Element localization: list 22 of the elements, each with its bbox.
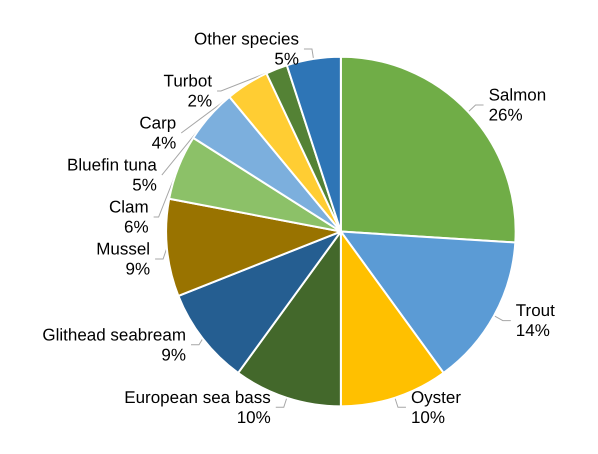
data-label: 4% (152, 134, 176, 153)
slice-label: European sea bass (124, 388, 271, 407)
slice-label: Mussel (96, 240, 150, 259)
data-label: 6% (124, 218, 149, 237)
data-label: 26% (488, 106, 523, 125)
slice-label: Carp (139, 114, 176, 133)
data-label: 14% (516, 321, 550, 340)
data-label: 9% (161, 345, 186, 364)
slice-label: Glithead seabream (42, 325, 186, 344)
data-label: 5% (274, 50, 299, 69)
slice-label: Turbot (164, 72, 212, 91)
data-label: 5% (132, 176, 157, 195)
slice-label: Other species (194, 30, 299, 49)
slice-label: Clam (108, 198, 149, 217)
slice-label: Trout (516, 301, 556, 320)
slice-label: Oyster (410, 388, 462, 407)
data-label: 2% (187, 92, 212, 111)
slice-label: Salmon (488, 86, 546, 105)
data-label: 10% (410, 408, 445, 427)
data-label: 10% (236, 408, 271, 427)
slice-label: Bluefin tuna (67, 156, 158, 175)
data-label: 9% (126, 260, 150, 279)
